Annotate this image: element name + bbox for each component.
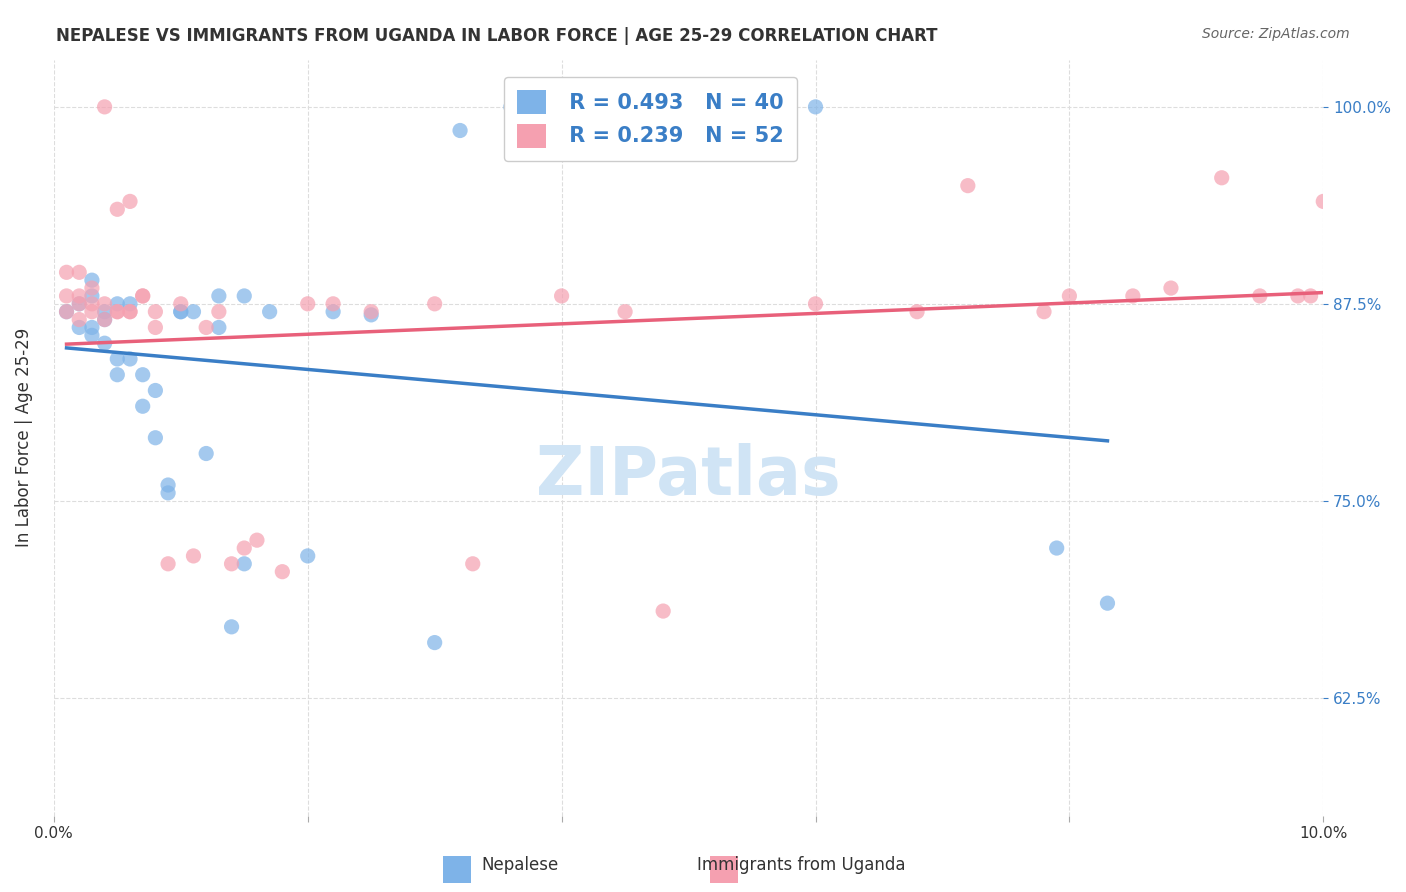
Point	[67, 320, 90, 334]
Point	[423, 297, 446, 311]
Point	[956, 178, 979, 193]
Point	[804, 297, 827, 311]
Point	[105, 368, 128, 382]
Point	[246, 533, 269, 548]
Point	[80, 328, 103, 343]
Point	[259, 304, 281, 318]
Point	[297, 549, 319, 563]
Point	[105, 304, 128, 318]
Point	[170, 304, 193, 318]
Point	[322, 304, 344, 318]
Point	[145, 304, 167, 318]
Point	[67, 297, 90, 311]
Point	[170, 297, 193, 311]
Point	[55, 289, 77, 303]
Text: Immigrants from Uganda: Immigrants from Uganda	[697, 856, 905, 874]
Point	[1299, 289, 1322, 303]
Point	[271, 565, 294, 579]
Point	[233, 557, 256, 571]
Legend:  R = 0.493   N = 40,  R = 0.239   N = 52: R = 0.493 N = 40, R = 0.239 N = 52	[503, 77, 797, 161]
Point	[118, 351, 141, 366]
Point	[80, 304, 103, 318]
Point	[221, 620, 243, 634]
Point	[55, 304, 77, 318]
Point	[297, 297, 319, 311]
Point	[804, 100, 827, 114]
Point	[449, 123, 471, 137]
Point	[93, 304, 115, 318]
Point	[80, 273, 103, 287]
Point	[93, 312, 115, 326]
Point	[93, 297, 115, 311]
Point	[1160, 281, 1182, 295]
Point	[131, 289, 153, 303]
Point	[1046, 541, 1069, 555]
Point	[360, 308, 382, 322]
Point	[1286, 289, 1309, 303]
Point	[208, 289, 231, 303]
Point	[1122, 289, 1144, 303]
Point	[170, 304, 193, 318]
Point	[131, 399, 153, 413]
Text: ZIPatlas: ZIPatlas	[536, 442, 841, 508]
Point	[118, 304, 141, 318]
Point	[67, 289, 90, 303]
Point	[221, 557, 243, 571]
Point	[461, 557, 484, 571]
Point	[208, 320, 231, 334]
Point	[105, 351, 128, 366]
Y-axis label: In Labor Force | Age 25-29: In Labor Force | Age 25-29	[15, 328, 32, 548]
Point	[905, 304, 928, 318]
Point	[208, 304, 231, 318]
Point	[195, 446, 218, 460]
Point	[183, 304, 205, 318]
Point	[93, 336, 115, 351]
Point	[157, 486, 180, 500]
Point	[1059, 289, 1081, 303]
Point	[67, 265, 90, 279]
Point	[233, 289, 256, 303]
Point	[145, 320, 167, 334]
Point	[105, 202, 128, 217]
Point	[93, 100, 115, 114]
Point	[157, 478, 180, 492]
Point	[322, 297, 344, 311]
Point	[1033, 304, 1056, 318]
Point	[93, 312, 115, 326]
Text: Nepalese: Nepalese	[482, 856, 558, 874]
Point	[614, 304, 637, 318]
Point	[80, 297, 103, 311]
Point	[131, 368, 153, 382]
Point	[1312, 194, 1334, 209]
Point	[118, 304, 141, 318]
Point	[360, 304, 382, 318]
Point	[55, 304, 77, 318]
Point	[499, 100, 522, 114]
Point	[652, 604, 675, 618]
Point	[55, 265, 77, 279]
Point	[1249, 289, 1271, 303]
Point	[80, 281, 103, 295]
Point	[233, 541, 256, 555]
Text: NEPALESE VS IMMIGRANTS FROM UGANDA IN LABOR FORCE | AGE 25-29 CORRELATION CHART: NEPALESE VS IMMIGRANTS FROM UGANDA IN LA…	[56, 27, 938, 45]
Text: Source: ZipAtlas.com: Source: ZipAtlas.com	[1202, 27, 1350, 41]
Point	[1097, 596, 1119, 610]
Point	[105, 297, 128, 311]
Point	[80, 320, 103, 334]
Point	[423, 635, 446, 649]
Point	[67, 312, 90, 326]
Point	[195, 320, 218, 334]
Point	[131, 289, 153, 303]
Point	[118, 194, 141, 209]
Point	[105, 304, 128, 318]
Point	[157, 557, 180, 571]
Point	[118, 297, 141, 311]
Point	[1211, 170, 1233, 185]
Point	[80, 289, 103, 303]
Point	[145, 384, 167, 398]
Point	[145, 431, 167, 445]
Point	[67, 297, 90, 311]
Point	[550, 289, 572, 303]
Point	[183, 549, 205, 563]
